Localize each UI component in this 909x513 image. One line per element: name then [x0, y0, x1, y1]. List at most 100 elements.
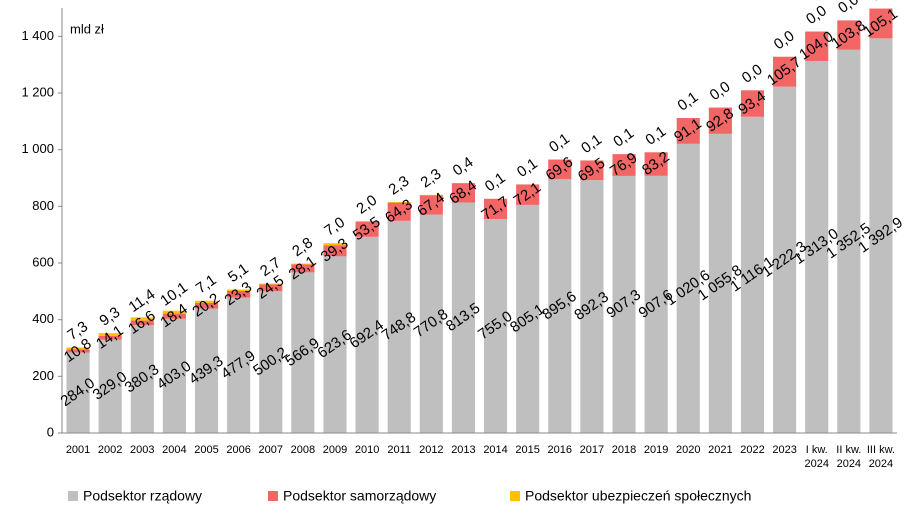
- bar-segment: [291, 263, 315, 265]
- x-tick-label: 2002: [98, 444, 122, 456]
- x-tick-label: 2012: [419, 444, 443, 456]
- data-label: 0,1: [514, 155, 541, 181]
- bar-segment: [98, 339, 122, 433]
- data-label: 7,0: [321, 214, 348, 240]
- x-tick-label: 2013: [451, 444, 475, 456]
- legend-label: Podsektor samorządowy: [283, 488, 436, 504]
- data-label: 0,0: [707, 78, 734, 104]
- bar-segment: [355, 236, 379, 433]
- bar-segment: [773, 86, 797, 433]
- bar-segment: [869, 38, 893, 433]
- bar-segment: [419, 194, 443, 196]
- x-tick-label: 2003: [130, 444, 154, 456]
- bar-segment: [194, 302, 219, 309]
- x-tick-label: 2019: [644, 444, 668, 456]
- data-label: 0,1: [482, 169, 509, 195]
- bar-segment: [259, 284, 283, 292]
- x-tick-label: 2005: [194, 444, 218, 456]
- bar-segment: [708, 107, 732, 134]
- bar-segment: [483, 219, 508, 433]
- bar-segment: [387, 201, 411, 203]
- x-tick-label: 2007: [259, 444, 283, 456]
- bar-segment: [612, 154, 636, 176]
- bar-segment: [98, 335, 122, 340]
- bar-segment: [644, 152, 668, 176]
- bar-segment: [451, 202, 476, 433]
- bar-segment: [548, 179, 572, 433]
- bar-segment: [580, 180, 604, 433]
- bar-segment: [227, 297, 251, 433]
- bar-segment: [676, 143, 700, 433]
- x-tick-label: 2014: [483, 444, 507, 456]
- bar-segment: [419, 195, 443, 215]
- bar-segment: [98, 333, 122, 336]
- bar-segment: [355, 221, 379, 222]
- x-tick-label: 2010: [355, 444, 379, 456]
- bar-segment: [837, 49, 861, 434]
- x-tick-label: 2015: [515, 444, 539, 456]
- data-label: 2,3: [418, 165, 445, 191]
- legend-swatch: [510, 491, 520, 501]
- data-label: 0,0: [835, 0, 862, 17]
- bar-segment: [227, 290, 251, 298]
- bar-segment: [612, 175, 636, 433]
- x-tick-label: 2020: [676, 444, 700, 456]
- bar-segment: [869, 8, 893, 39]
- bar-segment: [194, 300, 219, 303]
- bar-segment: [323, 245, 347, 257]
- bar-segment: [419, 214, 443, 433]
- bar-segment: [676, 118, 700, 144]
- bar-segment: [387, 202, 411, 221]
- bar-segment: [773, 56, 797, 87]
- y-tick-label: 1 200: [21, 84, 54, 99]
- bar-segment: [355, 221, 379, 237]
- bar-segment: [130, 317, 154, 321]
- data-label: 0,1: [610, 125, 637, 151]
- x-tick-label: 2021: [708, 444, 732, 456]
- legend-label: Podsektor ubezpieczeń społecznych: [525, 488, 751, 504]
- data-label: 0,1: [578, 131, 605, 157]
- x-tick-label: 2009: [323, 444, 347, 456]
- bar-segment: [323, 243, 347, 246]
- bar-segment: [323, 256, 347, 433]
- x-tick-label: II kw. 2024: [836, 444, 861, 470]
- data-label: 0,1: [642, 123, 669, 149]
- y-tick-label: 1 400: [21, 28, 54, 43]
- bar-segment: [162, 310, 186, 314]
- bar-segment: [259, 291, 283, 433]
- legend-swatch: [268, 491, 278, 501]
- unit-annotation: mld zł: [70, 21, 104, 36]
- bar-segment: [548, 159, 572, 180]
- y-tick-label: 1 000: [21, 141, 54, 156]
- x-tick-label: 2023: [772, 444, 796, 456]
- x-tick-label: 2011: [387, 444, 411, 456]
- data-label: 2,0: [353, 192, 380, 218]
- data-label: 0,0: [803, 2, 830, 28]
- data-label: 0,0: [739, 61, 766, 87]
- x-tick-label: 2022: [740, 444, 764, 456]
- data-label: 0,1: [675, 89, 702, 115]
- bar-segment: [516, 204, 540, 433]
- y-tick-label: 0: [47, 424, 54, 439]
- legend-label: Podsektor rządowy: [83, 488, 202, 504]
- bar-segment: [162, 313, 186, 319]
- y-tick-label: 800: [32, 198, 54, 213]
- bar-segment: [483, 198, 508, 220]
- bar-segment: [259, 283, 283, 285]
- bar-segment: [66, 347, 90, 350]
- x-tick-label: 2008: [291, 444, 315, 456]
- x-tick-label: III kw. 2024: [867, 444, 895, 470]
- x-tick-label: I kw. 2024: [804, 444, 828, 470]
- x-tick-label: 2016: [548, 444, 572, 456]
- y-tick-label: 400: [32, 311, 54, 326]
- bar-segment: [227, 289, 251, 291]
- bar-segment: [740, 90, 765, 117]
- data-label: 0,0: [867, 0, 894, 5]
- y-tick-label: 200: [32, 368, 54, 383]
- legend-swatch: [68, 491, 78, 501]
- x-tick-label: 2006: [226, 444, 250, 456]
- x-tick-label: 2018: [612, 444, 636, 456]
- bar-segment: [291, 264, 315, 273]
- bar-segment: [194, 308, 219, 433]
- bar-segment: [580, 160, 604, 181]
